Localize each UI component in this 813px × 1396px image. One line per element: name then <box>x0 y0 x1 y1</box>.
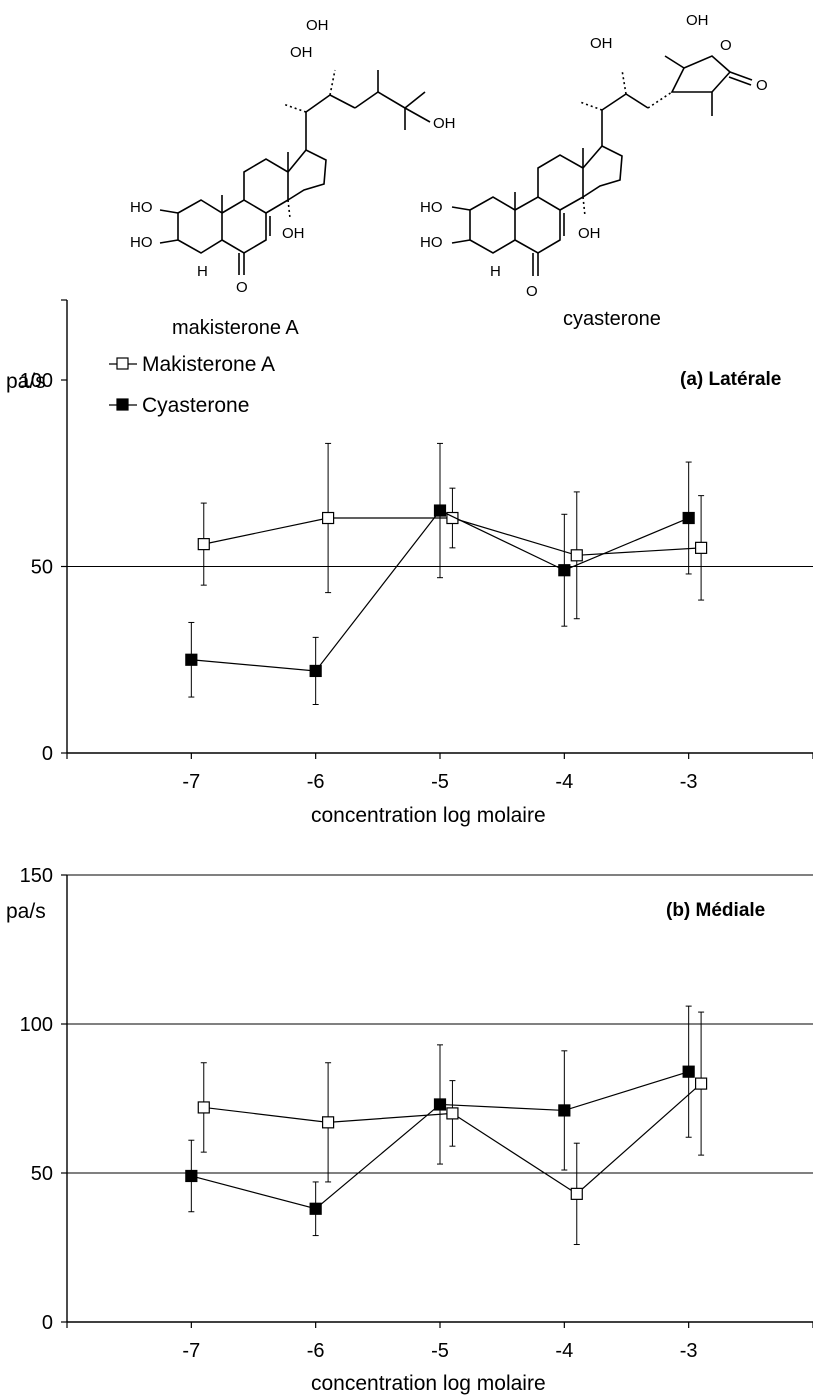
x-tick-label: -4 <box>555 1340 573 1362</box>
legend-marker-filled <box>116 398 129 411</box>
y-axis-label: pa/s <box>6 900 46 923</box>
y-tick-label: 0 <box>42 1312 53 1334</box>
data-point <box>446 511 459 525</box>
data-point <box>558 1104 571 1117</box>
atom-label: H <box>197 263 208 280</box>
x-tick-label: -6 <box>307 1340 325 1362</box>
atom-label: O <box>236 279 248 296</box>
series-cyasterone <box>185 442 695 706</box>
structure-cyasterone-labels: OH OH O O HO HO H O OH cyasterone <box>420 12 768 330</box>
structure-name-makisterone-a: makisterone A <box>172 317 299 339</box>
structure-makisterone-a-labels: OH OH OH HO HO H O OH makisterone A <box>130 17 456 339</box>
legend-label: Makisterone A <box>142 353 275 376</box>
data-point <box>446 1107 459 1120</box>
data-point <box>185 1169 198 1183</box>
atom-label: OH <box>433 115 456 132</box>
x-tick-label: -4 <box>555 771 573 793</box>
y-tick-label: 100 <box>20 370 53 392</box>
atom-label: HO <box>130 234 153 251</box>
structure-name-cyasterone: cyasterone <box>563 308 661 330</box>
data-point <box>197 1101 210 1114</box>
structure-cyasterone <box>451 55 753 276</box>
data-point <box>558 564 571 577</box>
series-makisterone-a <box>197 442 708 620</box>
data-point <box>185 653 198 666</box>
x-tick-label: -6 <box>307 771 325 793</box>
x-tick-label: -7 <box>182 771 200 793</box>
atom-label: HO <box>420 199 443 216</box>
x-tick-label: -5 <box>431 771 449 793</box>
data-point <box>694 541 708 554</box>
data-point <box>682 1065 695 1078</box>
y-tick-label: 50 <box>31 1163 53 1185</box>
atom-label: OH <box>590 35 613 52</box>
data-point <box>570 1187 583 1200</box>
chart-title: (a) Latérale <box>680 369 781 390</box>
legend-item-cyasterone: Cyasterone <box>109 394 249 417</box>
legend-item-makisterone: Makisterone A <box>109 353 275 376</box>
atom-label: O <box>720 37 732 54</box>
legend-label: Cyasterone <box>142 394 249 417</box>
data-point <box>694 1077 708 1090</box>
data-point <box>309 1202 322 1215</box>
chart-lateral: pa/s (a) Latérale concentration log mola… <box>6 299 813 827</box>
x-tick-label: -3 <box>680 771 698 793</box>
x-axis-label: concentration log molaire <box>311 1372 546 1395</box>
series-makisterone-a <box>197 1011 708 1246</box>
y-tick-label: 50 <box>31 557 53 579</box>
legend-marker-open <box>116 357 129 370</box>
data-point <box>197 538 210 551</box>
structure-makisterone-a <box>159 69 431 275</box>
series-cyasterone <box>185 1005 695 1237</box>
chart-title: (b) Médiale <box>666 900 765 921</box>
data-point <box>682 511 695 525</box>
atom-label: O <box>526 283 538 300</box>
data-point <box>309 664 322 678</box>
atom-label: H <box>490 263 501 280</box>
atom-label: OH <box>686 12 709 29</box>
data-point <box>322 511 335 525</box>
chart-medial: pa/s (b) Médiale concentration log molai… <box>6 865 813 1395</box>
legend: Makisterone A Cyasterone <box>109 353 275 417</box>
x-tick-label: -5 <box>431 1340 449 1362</box>
atom-label: HO <box>420 234 443 251</box>
data-point <box>433 504 447 517</box>
x-tick-label: -7 <box>182 1340 200 1362</box>
y-tick-label: 0 <box>42 743 53 765</box>
data-point <box>570 549 583 562</box>
x-axis-label: concentration log molaire <box>311 804 546 827</box>
atom-label: OH <box>306 17 329 34</box>
y-tick-label: 100 <box>20 1014 53 1036</box>
atom-label: O <box>756 77 768 94</box>
data-point <box>433 1098 447 1111</box>
y-axis-label: pa/s <box>6 370 46 393</box>
atom-label: OH <box>578 225 601 242</box>
y-tick-label: 150 <box>20 865 53 887</box>
atom-label: OH <box>282 225 305 242</box>
atom-label: HO <box>130 199 153 216</box>
atom-label: OH <box>290 44 313 61</box>
x-tick-label: -3 <box>680 1340 698 1362</box>
data-point <box>322 1116 335 1129</box>
